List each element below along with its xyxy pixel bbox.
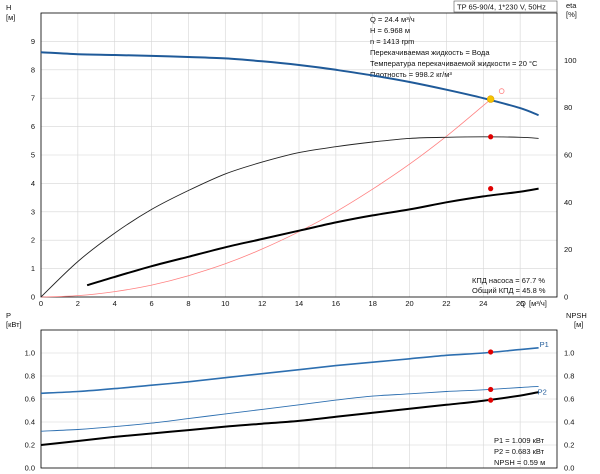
total-efficiency-label: Общий КПД = 45.8 %: [472, 286, 546, 295]
eta-tick-label: 80: [564, 103, 572, 112]
info-line: n = 1413 rpm: [370, 37, 414, 46]
efficiency-info: КПД насоса = 67.7 % Общий КПД = 45.8 %: [472, 276, 546, 295]
series-label-p2: P2: [538, 387, 547, 396]
title-box: [453, 0, 558, 13]
y-tick-label: 5: [31, 151, 35, 160]
bottom-grid: [40, 330, 557, 469]
curves: [40, 51, 539, 446]
series-label-p1: P1: [540, 340, 549, 349]
pump-eta-marker: [488, 134, 494, 140]
p2-value-label: P2 = 0.683 кВт: [494, 447, 545, 456]
npsh-tick-label: 0.2: [564, 441, 574, 450]
info-line: Плотность = 998.2 кг/м³: [370, 70, 452, 79]
top-right-axis-name: eta: [566, 1, 577, 10]
x-tick-label: 24: [479, 299, 487, 308]
npsh-tick-label: 0.4: [564, 418, 574, 427]
x-tick-label: 4: [113, 299, 117, 308]
y-tick-label: 6: [31, 122, 35, 131]
head-curve: [40, 51, 539, 117]
x-tick-label: 6: [149, 299, 153, 308]
top-left-axis-name: H: [6, 3, 11, 12]
top-right-axis-unit: [%]: [566, 10, 577, 19]
x-tick-label: 2: [76, 299, 80, 308]
x-tick-label: 10: [221, 299, 229, 308]
top-left-axis-unit: [м]: [6, 13, 15, 22]
x-tick-label: 26: [516, 299, 524, 308]
y-tick-label: 1: [31, 264, 35, 273]
power-info: P1 = 1.009 кВт P2 = 0.683 кВт NPSH = 0.5…: [494, 436, 545, 467]
y-tick-label: 0: [31, 293, 35, 302]
x-tick-label: 18: [369, 299, 377, 308]
bottom-right-axis-unit: [м]: [574, 320, 583, 329]
eta-tick-label: 60: [564, 151, 572, 160]
x-tick-label: 0: [39, 299, 43, 308]
operating-markers: [486, 88, 505, 403]
eta-tick-label: 20: [564, 245, 572, 254]
x-tick-label: 12: [258, 299, 266, 308]
info-line: H = 6.968 м: [370, 26, 410, 35]
system-curve: [40, 98, 491, 298]
x-tick-label: 16: [332, 299, 340, 308]
y-tick-label: 2: [31, 236, 35, 245]
y-tick-label: 3: [31, 207, 35, 216]
operating-point-marker: [486, 95, 495, 103]
power-tick-label: 0.6: [25, 395, 35, 404]
npsh-tick-label: 0.0: [564, 464, 574, 473]
top-plot-frame: [40, 12, 558, 298]
info-line: Температура перекачиваемой жидкости = 20…: [370, 59, 538, 68]
total-eta-marker: [488, 186, 494, 192]
pump-eta-curve: [40, 136, 539, 298]
y-tick-label: 4: [31, 179, 35, 188]
tick-labels: 0 2 4 6 8 10 12 14 16 18 20 22 24 2601234567890204060…: [25, 37, 577, 473]
y-tick-label: 9: [31, 37, 35, 46]
npsh-tick-label: 0.8: [564, 372, 574, 381]
info-line: Перекачиваемая жидкость = Вода: [370, 48, 490, 57]
x-tick-label: 20: [405, 299, 413, 308]
p2-curve: [40, 385, 539, 432]
x-axis-name: Q: [520, 299, 526, 308]
npsh-curve: [40, 391, 539, 446]
x-tick-label: 14: [295, 299, 303, 308]
y-tick-label: 8: [31, 65, 35, 74]
npsh-marker: [488, 397, 494, 403]
npsh-tick-label: 1.0: [564, 349, 574, 358]
top-grid: [40, 13, 557, 298]
power-tick-label: 0.8: [25, 372, 35, 381]
operating-info: Q = 24.4 м³/ч H = 6.968 м n = 1413 rpm П…: [370, 15, 538, 79]
eta-tick-label: 100: [564, 56, 577, 65]
x-tick-label: 8: [186, 299, 190, 308]
chart-title: TP 65-90/4, 1*230 V, 50Hz: [457, 3, 546, 12]
system-curve-end-marker: [498, 88, 505, 94]
bottom-plot-frame: [40, 329, 558, 469]
total-eta-curve: [86, 187, 539, 287]
p1-marker: [488, 349, 494, 355]
power-tick-label: 0.2: [25, 441, 35, 450]
y-tick-label: 7: [31, 94, 35, 103]
p1-value-label: P1 = 1.009 кВт: [494, 436, 545, 445]
bottom-left-axis-name: P: [6, 311, 11, 320]
npsh-tick-label: 0.6: [564, 395, 574, 404]
power-tick-label: 1.0: [25, 349, 35, 358]
x-axis-unit: [м³/ч]: [529, 299, 547, 308]
bottom-left-axis-unit: [кВт]: [6, 320, 22, 329]
power-tick-label: 0.4: [25, 418, 35, 427]
npsh-value-label: NPSH = 0.59 м: [494, 458, 545, 467]
eta-tick-label: 40: [564, 198, 572, 207]
bottom-right-axis-name: NPSH: [566, 311, 587, 320]
info-line: Q = 24.4 м³/ч: [370, 15, 415, 24]
eta-tick-label: 0: [564, 293, 568, 302]
p1-curve: [40, 347, 539, 395]
x-tick-label: 22: [442, 299, 450, 308]
power-tick-label: 0.0: [25, 464, 35, 473]
pump-efficiency-label: КПД насоса = 67.7 %: [472, 276, 545, 285]
p2-marker: [488, 386, 494, 393]
